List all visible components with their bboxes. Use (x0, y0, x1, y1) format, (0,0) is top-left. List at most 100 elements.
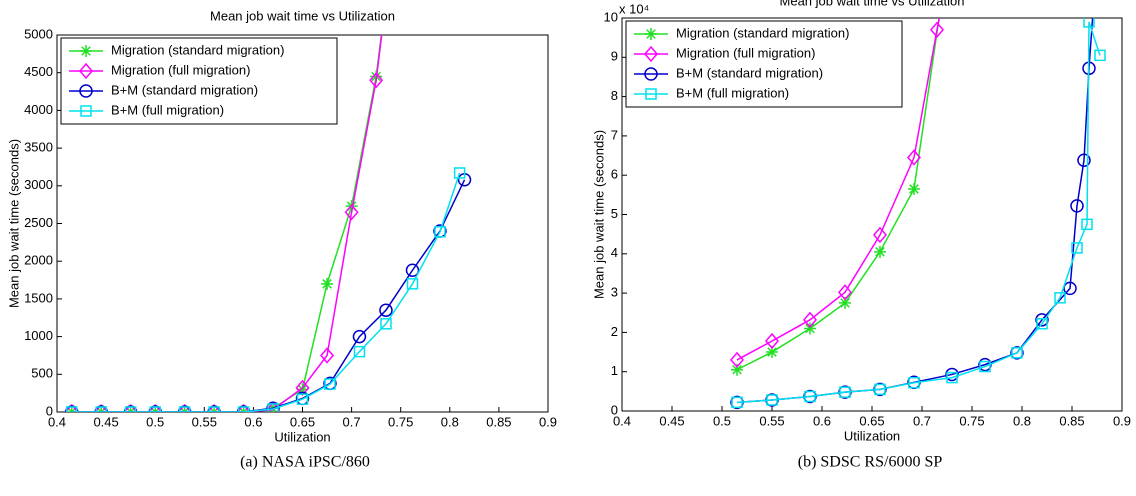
y-multiplier: x 10⁴ (619, 1, 649, 16)
point (177, 403, 192, 412)
point (930, 21, 944, 38)
y-tick-label: 9 (611, 49, 618, 64)
y-axis-label: Mean job wait time (seconds) (6, 139, 21, 308)
y-tick-label: 500 (31, 366, 53, 381)
chart-title: Mean job wait time vs Utilization (780, 0, 965, 8)
point (907, 149, 921, 166)
caption: (a) NASA iPSC/860 (240, 454, 370, 471)
y-tick-label: 3500 (24, 140, 53, 155)
point (177, 405, 192, 412)
y-tick-label: 10 (604, 9, 618, 24)
point (1094, 49, 1106, 62)
caption: (b) SDSC RS/6000 SP (798, 454, 943, 471)
legend-marker (80, 45, 92, 57)
point (405, 263, 420, 277)
x-tick-label: 0.55 (192, 414, 217, 429)
point (124, 406, 137, 412)
x-tick-label: 0.7 (343, 414, 361, 429)
point (945, 367, 959, 382)
point (148, 403, 163, 412)
point (838, 284, 852, 301)
x-tick-label: 0.65 (859, 413, 884, 428)
point (1011, 347, 1023, 359)
point (731, 363, 743, 376)
y-tick-label: 1000 (24, 328, 53, 343)
legend-marker (79, 84, 93, 98)
legend-label: B+M (standard migration) (676, 65, 823, 80)
x-tick-label: 0.8 (441, 414, 459, 429)
point (64, 405, 79, 412)
y-tick-label: 6 (611, 167, 618, 182)
point (95, 406, 107, 412)
point (324, 378, 336, 390)
point (1088, 0, 1100, 4)
x-tick-label: 0.75 (959, 413, 984, 428)
y-tick-label: 4 (611, 245, 618, 260)
point (908, 182, 920, 195)
legend-marker (645, 88, 657, 100)
series-line (71, 172, 461, 412)
point (873, 226, 887, 244)
legend-marker (645, 28, 657, 40)
point (730, 351, 744, 369)
y-tick-label: 2 (611, 324, 618, 339)
point (321, 277, 334, 290)
point (64, 403, 79, 412)
x-tick-label: 0.45 (93, 414, 118, 429)
y-tick-label: 2000 (24, 253, 53, 268)
legend-label: B+M (standard migration) (111, 82, 258, 97)
y-tick-label: 0 (611, 402, 618, 417)
point (979, 360, 991, 373)
point (874, 383, 886, 396)
x-tick-label: 0.7 (913, 413, 931, 428)
point (908, 376, 920, 389)
point (1054, 292, 1066, 304)
point (453, 167, 466, 179)
point (804, 322, 816, 335)
x-tick-label: 0.6 (813, 413, 831, 428)
point (1077, 153, 1091, 168)
point (94, 405, 108, 412)
legend-marker (644, 67, 658, 81)
x-tick-label: 0.4 (613, 413, 631, 428)
legend-label: B+M (full migration) (111, 102, 224, 117)
point (353, 345, 366, 358)
chart-title: Mean job wait time vs Utilization (210, 8, 395, 23)
point (1010, 346, 1024, 360)
point (434, 226, 446, 238)
x-tick-label: 0.9 (1113, 413, 1131, 428)
point (237, 406, 250, 412)
x-axis-label: Utilization (844, 428, 900, 443)
x-axis-label: Utilization (274, 429, 330, 444)
legend-box (60, 37, 338, 125)
y-tick-label: 0 (46, 403, 53, 418)
point (1081, 218, 1093, 231)
y-tick-label: 4000 (24, 102, 53, 117)
x-tick-label: 0.85 (486, 414, 511, 429)
y-tick-label: 5 (611, 206, 618, 221)
y-axis-label: Mean job wait time (seconds) (591, 130, 606, 299)
point (1070, 199, 1084, 213)
point (839, 296, 851, 309)
y-tick-label: 5000 (24, 26, 53, 41)
point (731, 396, 743, 409)
x-tick-label: 0.4 (48, 414, 66, 429)
point (803, 311, 817, 328)
y-tick-label: 2500 (24, 215, 53, 230)
x-tick-label: 0.9 (539, 414, 557, 429)
x-tick-label: 0.45 (659, 413, 684, 428)
point (148, 405, 162, 412)
point (208, 406, 220, 412)
y-tick-label: 4500 (24, 64, 53, 79)
series-line (736, 21, 1101, 404)
point (123, 403, 138, 412)
legend-marker (80, 105, 92, 117)
series-group (64, 35, 472, 412)
point (804, 390, 816, 403)
point (1071, 242, 1083, 254)
series-group (730, 0, 1106, 410)
point (207, 403, 222, 412)
point (236, 405, 251, 412)
x-tick-label: 0.8 (1013, 413, 1031, 428)
point (65, 406, 78, 412)
